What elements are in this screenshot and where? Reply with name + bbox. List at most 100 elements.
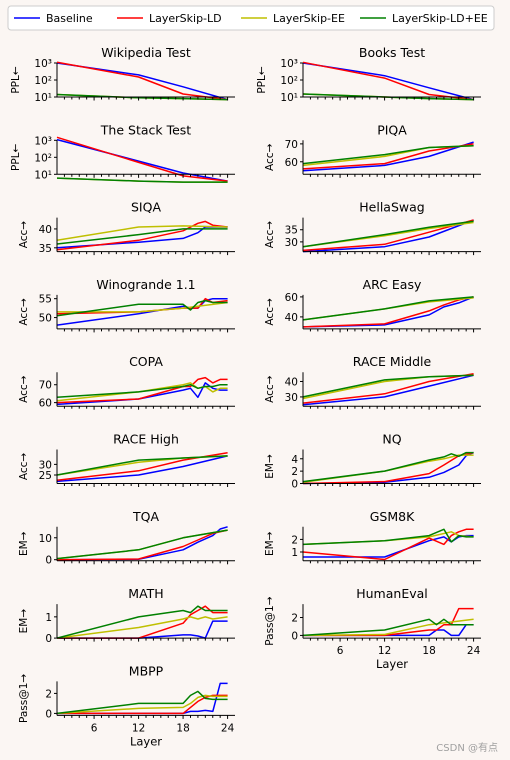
series-line [302, 220, 474, 248]
series-line [302, 143, 474, 170]
panel-title: PIQA [377, 122, 407, 137]
y-tick-label: 10³ [280, 58, 298, 70]
panel-title: HellaSwag [359, 200, 424, 215]
series-line [302, 296, 474, 328]
y-tick-label: 1 [45, 612, 52, 624]
y-tick-label: 2 [291, 534, 298, 546]
y-axis-label: PPL← [10, 143, 22, 171]
series-line [56, 228, 228, 245]
series-line [56, 62, 228, 101]
series-line [56, 136, 228, 182]
x-tick-label: 18 [422, 645, 435, 657]
y-tick-label: 0 [45, 633, 52, 645]
series-line [303, 623, 474, 637]
y-tick-label: 60 [285, 292, 298, 304]
x-tick-label: 24 [221, 722, 235, 734]
panel-title: The Stack Test [100, 122, 192, 137]
series-line [56, 455, 228, 476]
y-tick-label: 30 [39, 459, 52, 471]
series-line [302, 372, 474, 404]
series-line [56, 694, 228, 715]
y-tick-label: 60 [285, 157, 298, 169]
panel: TQA 0 10 EM→ [18, 509, 235, 567]
x-tick-label: 12 [132, 722, 145, 734]
y-tick-label: 10² [34, 152, 52, 164]
y-axis-label: EM→ [264, 454, 276, 479]
y-axis-label: EM→ [18, 531, 30, 556]
y-tick-label: 0 [291, 479, 298, 491]
series-line [302, 374, 474, 406]
panel: MBPP 0 2 Pass@1→ 6 12 18 24 Layer [18, 663, 235, 748]
series-line [56, 455, 228, 476]
y-axis-label: Acc→ [18, 453, 30, 481]
legend: Baseline LayerSkip-LD LayerSkip-EE LayerSki… [7, 5, 495, 31]
y-tick-label: 2 [45, 688, 52, 700]
x-tick-label: 24 [467, 645, 481, 657]
series-line [56, 61, 228, 101]
legend-label: Baseline [46, 12, 93, 25]
panel-title: SIQA [131, 200, 161, 215]
series-line [302, 219, 474, 253]
y-tick-label: 50 [39, 313, 52, 325]
series-line [302, 141, 474, 172]
panel-title: MATH [128, 586, 163, 601]
y-tick-label: 30 [285, 392, 298, 404]
series-line [56, 616, 228, 639]
series-line [302, 374, 474, 398]
panel: NQ 024 EM→ [264, 432, 481, 491]
series-line [302, 451, 474, 483]
y-axis-label: Acc→ [18, 375, 30, 403]
series-line [56, 225, 228, 242]
y-tick-label: 10¹ [280, 92, 298, 104]
panel: COPA 60 70 Acc→ [18, 354, 235, 410]
series-line [302, 62, 474, 101]
y-tick-label: 25 [39, 470, 52, 482]
panel: Wikipedia Test 10¹ 10² 10³ PPL← [10, 45, 235, 104]
x-tick-label: 12 [378, 645, 391, 657]
series-line [302, 296, 474, 328]
y-tick-label: 2 [291, 466, 298, 478]
y-axis-label: Acc→ [18, 298, 30, 326]
panel-title: Winogrande 1.1 [96, 277, 195, 292]
y-tick-label: 2 [291, 613, 298, 625]
legend-label: LayerSkip-LD+EE [392, 12, 488, 25]
panel: Winogrande 1.1 50 55 Acc→ [18, 277, 235, 333]
series-line [56, 690, 228, 715]
y-axis-label: Acc→ [264, 221, 276, 249]
y-axis-label: Acc→ [264, 298, 276, 326]
y-axis-label: Pass@1→ [18, 674, 30, 723]
series-line [302, 618, 474, 637]
y-tick-label: 10³ [34, 58, 52, 70]
panel: RACE Middle 30 40 Acc→ [264, 354, 481, 410]
x-tick-label: 6 [337, 645, 344, 657]
y-axis-label: EM→ [264, 531, 276, 556]
watermark: CSDN @有点 [436, 743, 498, 754]
panel-title: Wikipedia Test [101, 45, 191, 60]
panel-title: MBPP [129, 663, 164, 678]
x-axis-label: Layer [130, 734, 162, 748]
series-line [302, 61, 474, 101]
y-axis-label: Acc→ [264, 375, 276, 403]
series-line [302, 528, 474, 561]
y-axis-label: Acc→ [18, 221, 30, 249]
y-tick-label: 70 [39, 380, 52, 392]
series-line [303, 607, 474, 637]
y-tick-label: 30 [285, 237, 298, 249]
panel-title: HumanEval [356, 586, 428, 601]
y-tick-label: 55 [39, 294, 52, 306]
y-tick-label: 40 [285, 312, 298, 324]
panel-title: RACE Middle [353, 354, 432, 369]
panel-title: RACE High [113, 432, 179, 447]
y-axis-label: Pass@1→ [264, 596, 276, 645]
y-tick-label: 40 [285, 376, 298, 388]
y-tick-label: 10 [39, 533, 52, 545]
y-tick-label: 1 [291, 547, 298, 559]
y-axis-label: PPL← [10, 66, 22, 94]
panel-title: Books Test [359, 45, 425, 60]
y-tick-label: 10¹ [34, 169, 52, 181]
panel-title: TQA [132, 509, 159, 524]
y-tick-label: 10² [280, 75, 298, 87]
x-tick-label: 6 [91, 722, 98, 734]
